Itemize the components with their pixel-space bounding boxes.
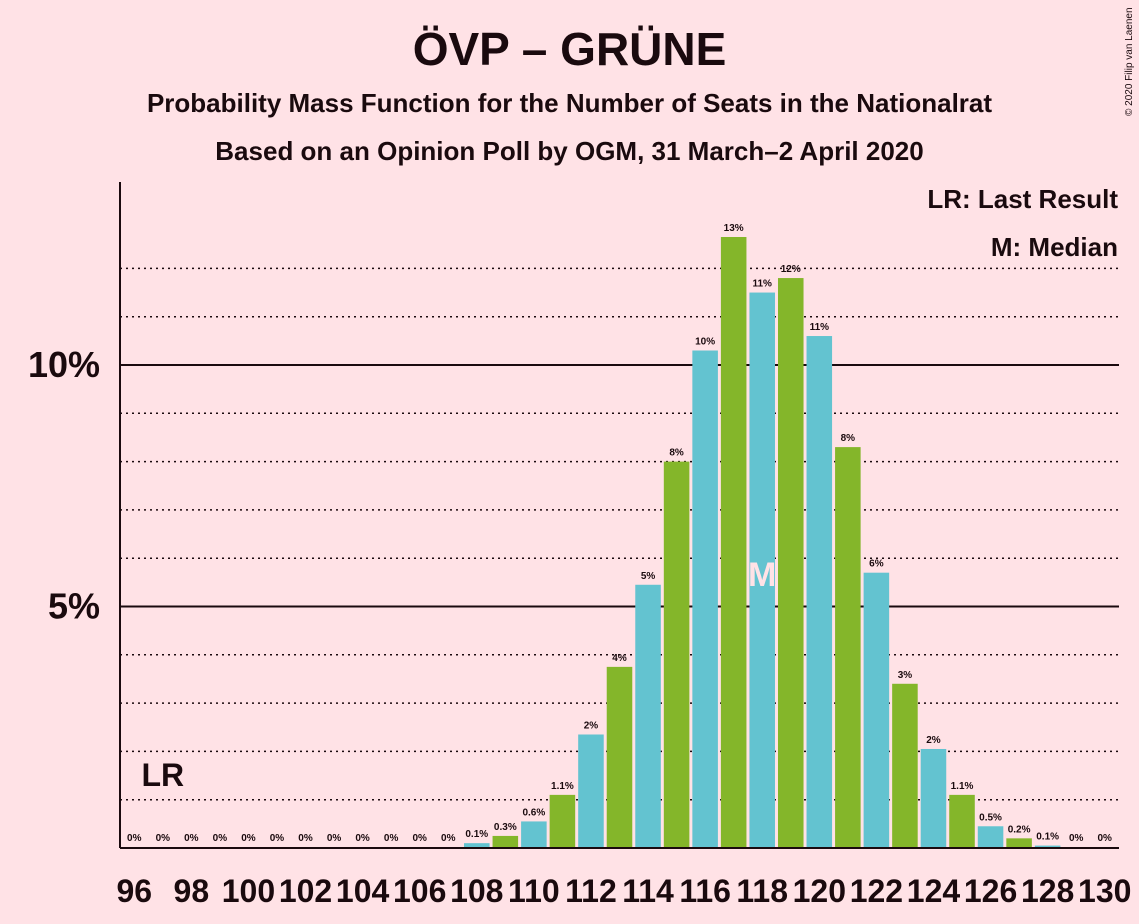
y-tick-label: 5% bbox=[48, 586, 100, 627]
x-tick-label: 110 bbox=[508, 873, 560, 909]
bar-value-label: 0% bbox=[127, 833, 142, 844]
bar-value-label: 0.6% bbox=[522, 807, 545, 818]
x-tick-label: 112 bbox=[565, 873, 617, 909]
bar-value-label: 0% bbox=[270, 833, 285, 844]
bar-value-label: 11% bbox=[810, 322, 830, 333]
bar-value-label: 0% bbox=[412, 833, 427, 844]
bar-seat-121 bbox=[835, 447, 861, 848]
x-tick-label: 130 bbox=[1078, 873, 1131, 909]
bar-value-label: 13% bbox=[724, 223, 744, 234]
bar-value-label: 0% bbox=[327, 833, 342, 844]
bar-seat-112 bbox=[578, 734, 604, 848]
x-tick-label: 120 bbox=[793, 873, 846, 909]
bar-value-label: 1.1% bbox=[551, 781, 574, 792]
bar-value-label: 6% bbox=[869, 559, 884, 570]
bar-value-label: 1.1% bbox=[951, 781, 974, 792]
bar-value-label: 8% bbox=[669, 448, 684, 459]
bar-seat-125 bbox=[949, 794, 975, 848]
bar-seat-113 bbox=[606, 666, 633, 848]
bar-value-label: 2% bbox=[926, 735, 941, 746]
bar-seat-110 bbox=[521, 821, 547, 848]
bar-value-label: 0% bbox=[156, 833, 171, 844]
x-tick-label: 124 bbox=[907, 873, 961, 909]
bar-value-label: 0% bbox=[213, 833, 228, 844]
bar-value-label: 0.5% bbox=[979, 812, 1002, 823]
x-tick-label: 106 bbox=[393, 873, 446, 909]
last-result-marker: LR bbox=[141, 757, 184, 793]
bar-value-label: 8% bbox=[841, 433, 856, 444]
bar-seat-120 bbox=[806, 336, 833, 848]
bar-value-label: 0% bbox=[355, 833, 370, 844]
bar-value-label: 0.3% bbox=[494, 822, 517, 833]
y-tick-label: 10% bbox=[28, 344, 100, 385]
x-tick-label: 122 bbox=[850, 873, 903, 909]
bar-value-label: 12% bbox=[781, 264, 801, 275]
bar-value-label: 0% bbox=[241, 833, 256, 844]
bar-seat-123 bbox=[892, 683, 918, 848]
x-tick-label: 114 bbox=[622, 873, 674, 909]
bar-value-label: 0% bbox=[441, 833, 456, 844]
bar-value-label: 0% bbox=[1098, 833, 1113, 844]
bar-seat-111 bbox=[549, 794, 576, 848]
legend-last-result: LR: Last Result bbox=[927, 184, 1118, 214]
x-tick-label: 102 bbox=[279, 873, 332, 909]
bar-value-label: 11% bbox=[752, 279, 772, 290]
bar-value-label: 0% bbox=[184, 833, 199, 844]
bar-seat-118 bbox=[749, 292, 775, 848]
bar-value-label: 4% bbox=[612, 653, 627, 664]
bar-seat-114 bbox=[635, 584, 661, 848]
chart-subtitle: Probability Mass Function for the Number… bbox=[146, 88, 993, 118]
bar-value-label: 0% bbox=[298, 833, 313, 844]
bar-seat-128 bbox=[1034, 845, 1061, 848]
median-marker: M bbox=[748, 556, 776, 594]
bar-seat-127 bbox=[1006, 838, 1032, 848]
x-tick-label: 108 bbox=[450, 873, 503, 909]
bar-seat-116 bbox=[692, 350, 718, 848]
legend-median: M: Median bbox=[990, 232, 1118, 262]
bar-value-label: 2% bbox=[584, 720, 599, 731]
x-tick-label: 98 bbox=[174, 873, 210, 909]
x-tick-label: 126 bbox=[964, 873, 1017, 909]
bar-value-label: 10% bbox=[695, 337, 715, 348]
bar-seat-122 bbox=[863, 572, 890, 848]
bar-seat-126 bbox=[977, 826, 1004, 848]
x-tick-label: 100 bbox=[222, 873, 275, 909]
x-tick-label: 104 bbox=[336, 873, 390, 909]
x-tick-label: 116 bbox=[679, 873, 731, 909]
bar-value-label: 0.1% bbox=[1036, 832, 1059, 843]
bar-seat-119 bbox=[777, 278, 804, 848]
bar-value-label: 0% bbox=[1069, 833, 1084, 844]
bar-value-label: 5% bbox=[641, 571, 656, 582]
chart-subtitle-poll: Based on an Opinion Poll by OGM, 31 Marc… bbox=[215, 136, 924, 166]
bar-value-label: 0% bbox=[384, 833, 399, 844]
bar-seat-109 bbox=[492, 835, 519, 848]
bar-seat-124 bbox=[920, 748, 947, 848]
bar-seat-108 bbox=[464, 843, 490, 848]
bar-value-label: 0.1% bbox=[465, 829, 488, 840]
bar-value-label: 0.2% bbox=[1008, 824, 1031, 835]
bar-value-label: 3% bbox=[898, 670, 913, 681]
x-tick-label: 96 bbox=[116, 873, 152, 909]
x-tick-label: 118 bbox=[736, 873, 788, 909]
bar-seat-115 bbox=[663, 461, 690, 848]
bar-seat-117 bbox=[720, 237, 747, 848]
chart-title: ÖVP – GRÜNE bbox=[412, 23, 727, 75]
x-tick-label: 128 bbox=[1021, 873, 1074, 909]
